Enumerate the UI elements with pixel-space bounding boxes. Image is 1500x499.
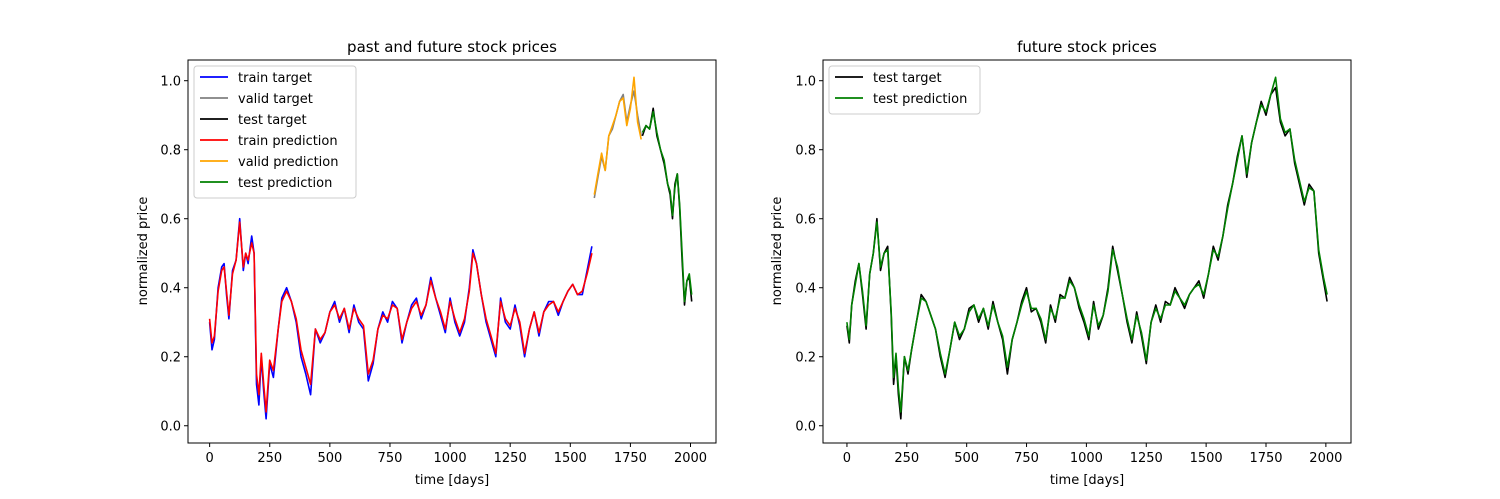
x-tick-label: 2000 [674, 451, 707, 466]
y-tick-label: 0.6 [160, 213, 181, 228]
y-tick-label: 1.0 [795, 75, 816, 90]
series-line-test-target [846, 86, 1328, 420]
series-line-test-target [641, 107, 693, 306]
legend: train target valid target test target train… [193, 65, 357, 199]
x-tick-label: 1000 [1070, 451, 1103, 466]
y-tick-label: 0.2 [160, 351, 181, 366]
x-ticks: 0 250 500 750 1000 1250 1500 1750 2000 [843, 443, 1342, 466]
x-tick-label: 1750 [614, 451, 647, 466]
x-tick-label: 500 [317, 451, 342, 466]
series-layer [208, 76, 693, 420]
x-tick-label: 0 [843, 451, 851, 466]
x-tick-label: 1250 [494, 451, 527, 466]
y-tick-label: 0.4 [160, 282, 181, 297]
x-axis-label: time [days] [1050, 473, 1124, 488]
y-ticks: 0.0 0.2 0.4 0.6 0.8 1.0 [795, 75, 823, 435]
x-tick-label: 2000 [1309, 451, 1342, 466]
y-ticks: 0.0 0.2 0.4 0.6 0.8 1.0 [160, 75, 188, 435]
y-tick-label: 0.0 [160, 420, 181, 435]
x-tick-label: 1750 [1249, 451, 1282, 466]
legend-box [193, 65, 357, 199]
y-tick-label: 0.6 [795, 213, 816, 228]
legend-label-valid-target: valid target [238, 92, 313, 107]
y-axis-label: normalized price [770, 197, 785, 306]
x-tick-label: 250 [894, 451, 919, 466]
legend-label-train-target: train target [238, 71, 312, 86]
y-tick-label: 0.8 [795, 144, 816, 159]
chart-title: future stock prices [1017, 38, 1157, 56]
x-tick-label: 750 [1014, 451, 1039, 466]
y-tick-label: 0.0 [795, 420, 816, 435]
plot-area-frame [822, 59, 1352, 444]
x-ticks: 0 250 500 750 1000 1250 1500 1750 2000 [205, 443, 707, 466]
x-tick-label: 500 [954, 451, 979, 466]
y-tick-label: 0.8 [160, 144, 181, 159]
x-tick-label: 0 [205, 451, 213, 466]
series-line-valid-prediction [593, 76, 642, 195]
chart-title: past and future stock prices [347, 38, 557, 56]
legend-box [828, 65, 981, 115]
legend: test target test prediction [828, 65, 981, 115]
legend-label-test-target: test target [873, 71, 942, 86]
legend-label-test-prediction: test prediction [873, 92, 967, 107]
y-tick-label: 0.4 [795, 282, 816, 297]
legend-label-test-prediction: test prediction [238, 176, 332, 191]
x-tick-label: 1500 [554, 451, 587, 466]
x-tick-label: 750 [378, 451, 403, 466]
x-tick-label: 1000 [434, 451, 467, 466]
y-tick-label: 0.2 [795, 351, 816, 366]
y-tick-label: 1.0 [160, 75, 181, 90]
x-tick-label: 1250 [1130, 451, 1163, 466]
legend-label-valid-prediction: valid prediction [238, 155, 339, 170]
x-tick-label: 250 [257, 451, 282, 466]
x-tick-label: 1500 [1190, 451, 1223, 466]
plot-area-frame [187, 59, 717, 444]
series-layer [846, 76, 1328, 420]
series-line-test-prediction [846, 76, 1328, 413]
series-line-test-prediction [641, 111, 693, 303]
series-line-train-prediction [208, 221, 593, 413]
y-axis-label: normalized price [136, 197, 151, 306]
x-axis-label: time [days] [415, 473, 489, 488]
chart-future: 0 250 500 750 1000 1250 1500 1750 2000 0.0 0.2 0.4… [770, 38, 1352, 488]
chart-past-and-future: 0 250 500 750 1000 1250 1500 1750 2000 0.0 0.2 0.4… [136, 38, 717, 488]
legend-label-test-target: test target [238, 113, 307, 128]
legend-label-train-prediction: train prediction [238, 134, 338, 149]
